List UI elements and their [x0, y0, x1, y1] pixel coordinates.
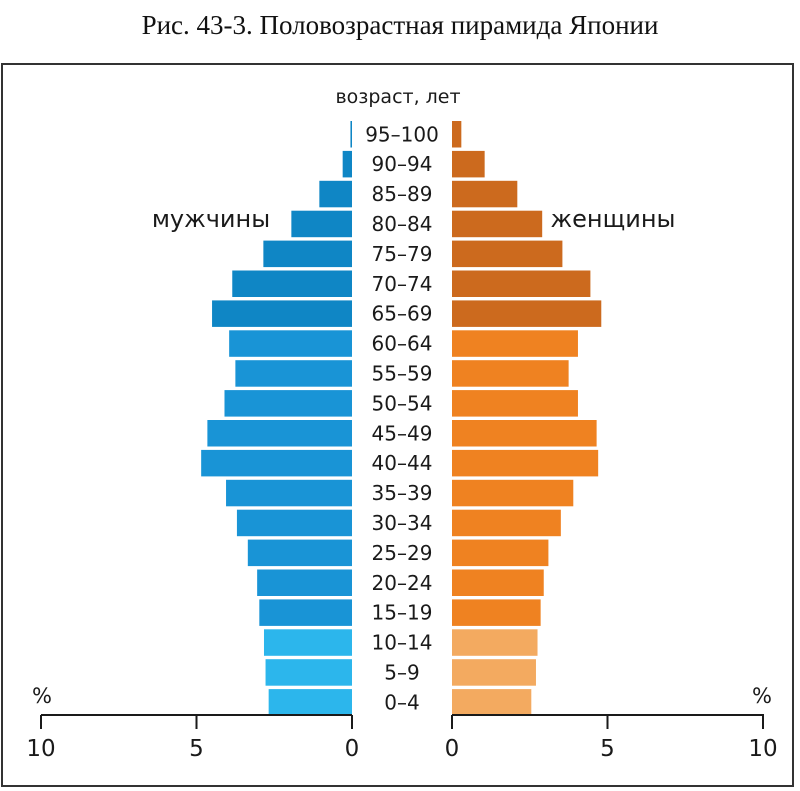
right-x-5-tick-label: 5 — [600, 736, 615, 762]
female-bar-5-9 — [452, 659, 536, 686]
female-bar-80-84 — [452, 210, 543, 238]
female-bar-10-14 — [452, 629, 538, 656]
left-percent-unit: % — [32, 684, 52, 708]
male-bar-80-84 — [291, 210, 352, 238]
female-bars — [452, 121, 602, 716]
age-label-80-84: 80–84 — [372, 212, 433, 236]
age-label-40-44: 40–44 — [372, 451, 433, 475]
age-axis-label: возраст, лет — [335, 86, 460, 108]
age-label-95-100: 95–100 — [365, 122, 439, 146]
age-label-85-89: 85–89 — [372, 182, 433, 206]
age-label-60-64: 60–64 — [372, 332, 433, 356]
female-bar-75-79 — [452, 240, 563, 268]
male-bar-35-39 — [226, 479, 352, 507]
age-label-5-9: 5–9 — [384, 660, 419, 684]
female-bar-60-64 — [452, 330, 578, 357]
male-bar-5-9 — [265, 659, 352, 686]
female-bar-95-100 — [452, 121, 462, 148]
age-label-35-39: 35–39 — [372, 481, 433, 505]
female-bar-85-89 — [452, 180, 518, 208]
male-bar-20-24 — [257, 569, 352, 596]
age-label-50-54: 50–54 — [372, 391, 433, 415]
female-bar-45-49 — [452, 420, 597, 447]
female-series-label: женщины — [551, 205, 676, 233]
age-label-25-29: 25–29 — [372, 541, 433, 565]
male-bar-10-14 — [263, 629, 352, 656]
male-bar-95-100 — [350, 121, 352, 148]
male-bar-60-64 — [229, 330, 352, 357]
left-x-10-tick-label: 10 — [26, 736, 55, 762]
male-bar-65-69 — [212, 300, 352, 327]
female-bar-20-24 — [452, 569, 544, 596]
male-bar-30-34 — [236, 509, 352, 537]
figure-title: Рис. 43-3. Половозрастная пирамида Япони… — [141, 10, 659, 40]
female-bar-65-69 — [452, 300, 602, 327]
male-bar-15-19 — [259, 599, 352, 626]
age-label-65-69: 65–69 — [372, 302, 433, 326]
age-label-45-49: 45–49 — [372, 421, 433, 445]
age-label-90-94: 90–94 — [372, 152, 433, 176]
age-label-75-79: 75–79 — [372, 242, 433, 266]
female-bar-35-39 — [452, 479, 574, 507]
male-series-label: мужчины — [152, 205, 270, 233]
female-bar-70-74 — [452, 270, 591, 297]
left-x-5-tick-label: 5 — [189, 736, 204, 762]
age-label-30-34: 30–34 — [372, 511, 433, 535]
female-bar-15-19 — [452, 599, 541, 626]
male-bar-40-44 — [201, 449, 352, 477]
male-bar-85-89 — [319, 180, 352, 208]
male-bar-0-4 — [268, 689, 352, 716]
age-label-20-24: 20–24 — [372, 571, 433, 595]
female-bar-55-59 — [452, 360, 569, 387]
male-bar-45-49 — [207, 420, 352, 447]
female-bar-25-29 — [452, 539, 549, 567]
male-bar-75-79 — [263, 240, 352, 268]
age-label-10-14: 10–14 — [372, 631, 433, 655]
age-group-labels: 95–100 90–94 85–89 80–84 75–79 70–74 65–69 60–6… — [365, 122, 439, 714]
male-bar-25-29 — [247, 539, 352, 567]
male-bar-55-59 — [235, 360, 352, 387]
male-bar-50-54 — [224, 390, 352, 417]
age-label-0-4: 0–4 — [384, 690, 419, 714]
x-axis-ticks: 10 5 0 0 5 10 — [26, 715, 778, 762]
female-bar-90-94 — [452, 150, 485, 178]
chart-frame — [1, 63, 794, 787]
female-bar-30-34 — [452, 509, 561, 537]
age-label-15-19: 15–19 — [372, 601, 433, 625]
female-bar-50-54 — [452, 390, 578, 417]
male-bar-90-94 — [342, 150, 352, 178]
age-label-70-74: 70–74 — [372, 272, 433, 296]
right-x-10-tick-label: 10 — [748, 736, 777, 762]
female-bar-0-4 — [452, 689, 532, 716]
age-label-55-59: 55–59 — [372, 361, 433, 385]
male-bar-70-74 — [232, 270, 352, 297]
left-x-0-tick-label: 0 — [345, 736, 360, 762]
right-percent-unit: % — [752, 684, 772, 708]
female-bar-40-44 — [452, 449, 599, 477]
right-x-0-tick-label: 0 — [445, 736, 460, 762]
male-bars — [201, 121, 352, 716]
